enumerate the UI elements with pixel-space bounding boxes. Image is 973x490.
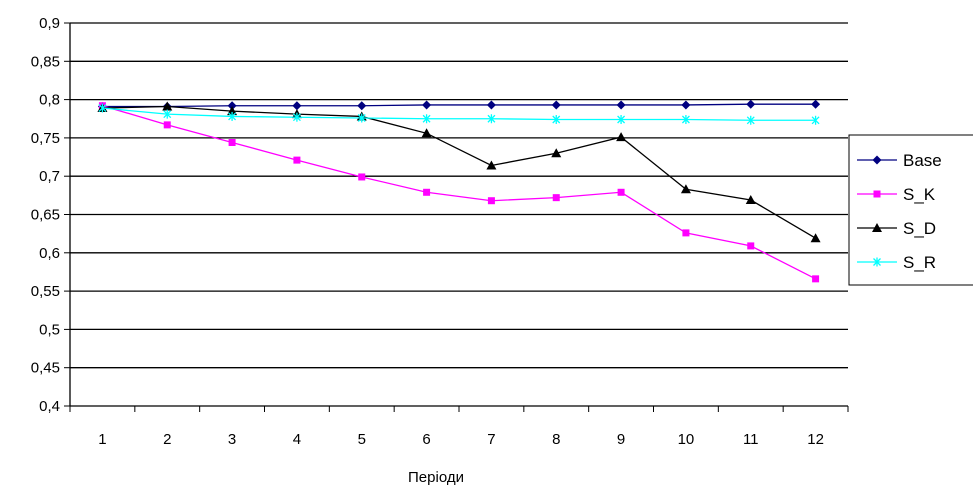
x-tick-label: 1 [98,431,106,448]
x-tick-label: 4 [293,431,301,448]
gridlines [70,22,848,369]
legend-label-base: Base [903,151,942,170]
axes [64,22,849,412]
x-tick-label: 5 [358,431,366,448]
series-line-base [102,103,816,108]
data-point-s-r [617,115,626,125]
data-point-s-d [162,101,173,111]
x-tick-label: 11 [743,431,759,448]
data-point-s-d [486,160,497,170]
data-point-s-k [423,188,431,196]
data-point-s-r [681,115,690,125]
data-point-s-k [812,275,820,283]
y-tick-labels: 0,4 0,45 0,5 0,55 0,6 0,65 0,7 0,75 0,8 0,85 0,9 [31,15,60,415]
legend-swatch-marker-s-k [873,190,881,198]
y-tick-label: 0,5 [39,321,60,338]
y-tick-label: 0,9 [39,15,60,32]
legend-swatch-marker-base [872,155,882,165]
data-point-s-d [810,233,821,243]
x-tick-label: 6 [422,431,430,448]
data-point-s-r [746,115,755,125]
data-point-base [746,99,756,109]
data-point-s-r [422,114,431,124]
data-point-s-k [228,138,236,146]
data-point-base [227,101,237,111]
legend-label-s-r: S_R [903,253,936,272]
y-tick-label: 0,6 [39,245,60,262]
series-line-s-r [102,107,816,121]
data-point-s-k [163,121,171,129]
x-tick-label: 3 [228,431,236,448]
data-point-base [551,100,561,110]
y-tick-label: 0,8 [39,92,60,109]
y-tick-label: 0,75 [31,130,60,147]
legend: Base S_K S_D S_R [848,134,973,286]
data-point-s-k [682,229,690,237]
x-tick-label: 9 [617,431,625,448]
legend-label-s-k: S_K [903,185,936,204]
data-point-s-k [617,188,625,196]
data-point-s-r [228,111,237,121]
legend-label-s-d: S_D [903,219,936,238]
series-line-s-d [102,105,816,239]
data-point-s-k [358,173,366,181]
data-point-s-k [552,194,560,202]
data-point-s-k [293,156,301,164]
x-tick-label: 12 [807,431,824,448]
x-axis-title: Періоди [408,469,464,486]
data-point-s-k [487,197,495,205]
y-tick-label: 0,65 [31,207,60,224]
y-tick-label: 0,7 [39,168,60,185]
series-line-s-k [102,105,816,280]
data-point-s-d [745,194,756,204]
data-point-base [681,100,691,110]
data-point-s-r [98,103,107,113]
x-tick-label: 8 [552,431,560,448]
data-point-base [292,101,302,111]
data-point-base [486,100,496,110]
data-point-s-d [680,184,691,194]
data-point-s-r [487,114,496,124]
data-point-base [357,101,367,111]
data-point-s-k [747,242,755,250]
data-point-s-r [357,113,366,123]
data-point-s-r [811,115,820,125]
legend-swatch-marker-s-r [873,257,881,267]
data-point-base [811,99,821,109]
data-point-s-d [616,132,627,142]
data-point-s-r [552,115,561,125]
data-point-s-d [551,148,562,158]
series [97,99,821,283]
data-point-base [616,100,626,110]
y-tick-label: 0,85 [31,53,60,70]
data-point-s-d [421,128,432,138]
y-tick-label: 0,55 [31,283,60,300]
x-tick-label: 10 [678,431,695,448]
legend-swatch-marker-s-d [872,223,882,232]
data-point-s-d [227,106,238,116]
y-tick-label: 0,4 [39,398,60,415]
x-tick-label: 2 [163,431,171,448]
data-point-s-r [292,112,301,122]
data-point-s-r [163,109,172,119]
y-tick-label: 0,45 [31,360,60,377]
x-tick-labels: 1 2 3 4 5 6 7 8 9 10 11 12 [98,431,824,448]
x-tick-label: 7 [487,431,495,448]
data-point-base [422,100,432,110]
